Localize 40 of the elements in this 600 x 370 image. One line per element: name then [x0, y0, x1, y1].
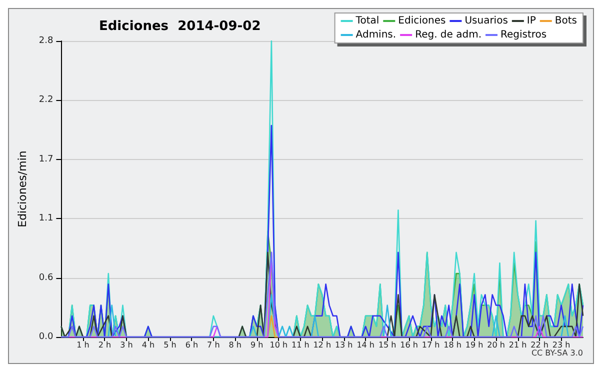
x-tick-label: 13 h	[334, 340, 353, 350]
x-tick-label: 16 h	[400, 340, 418, 350]
legend-label: Bots	[554, 16, 577, 26]
y-tick-label: 1.1	[38, 214, 54, 224]
x-tick-label: 14 h	[356, 340, 374, 350]
x-tick-label: 18 h	[444, 340, 462, 350]
x-tick-label: 2 h	[98, 340, 112, 350]
x-tick-label: 5 h	[164, 340, 176, 350]
x-tick-label: 11 h	[291, 340, 310, 350]
y-tick-label: 0.6	[38, 272, 54, 283]
y-tick-label: 1.7	[38, 154, 54, 164]
legend-label: Admins.	[356, 30, 396, 40]
legend-label: Ediciones	[398, 16, 446, 26]
y-tick-label: 2.2	[38, 95, 54, 106]
x-tick-label: 8 h	[228, 340, 242, 350]
x-tick-label: 3 h	[120, 340, 133, 350]
x-tick-label: 4 h	[142, 340, 155, 350]
x-tick-label: 22 h	[530, 340, 548, 350]
x-tick-label: 6 h	[185, 340, 198, 350]
x-tick-label: 17 h	[422, 340, 440, 350]
x-tick-label: 9 h	[250, 340, 264, 350]
legend-label: Usuarios	[464, 16, 508, 26]
chart-title: Ediciones 2014-09-02	[99, 19, 261, 34]
x-tick-label: 7 h	[207, 340, 220, 350]
y-tick-label: 2.8	[38, 36, 54, 46]
x-tick-label: 10 h	[270, 340, 288, 350]
legend-label: Total	[354, 16, 380, 26]
x-tick-label: 12 h	[313, 340, 332, 350]
legend-label: Registros	[500, 30, 547, 40]
x-tick-label: 21 h	[508, 340, 527, 350]
x-tick-label: 20 h	[487, 340, 505, 350]
y-axis-title: Ediciones/min	[16, 150, 29, 228]
legend-label: IP	[526, 16, 536, 26]
legend-label: Reg. de adm.	[415, 30, 482, 40]
x-tick-label: 15 h	[378, 340, 396, 350]
x-tick-label: 23 h	[552, 340, 570, 350]
text: CC BY-SA 3.0	[531, 348, 584, 358]
x-tick-label: 1 h	[76, 340, 90, 350]
y-tick-label: 0.0	[38, 332, 54, 342]
x-tick-label: 19 h	[465, 340, 484, 350]
